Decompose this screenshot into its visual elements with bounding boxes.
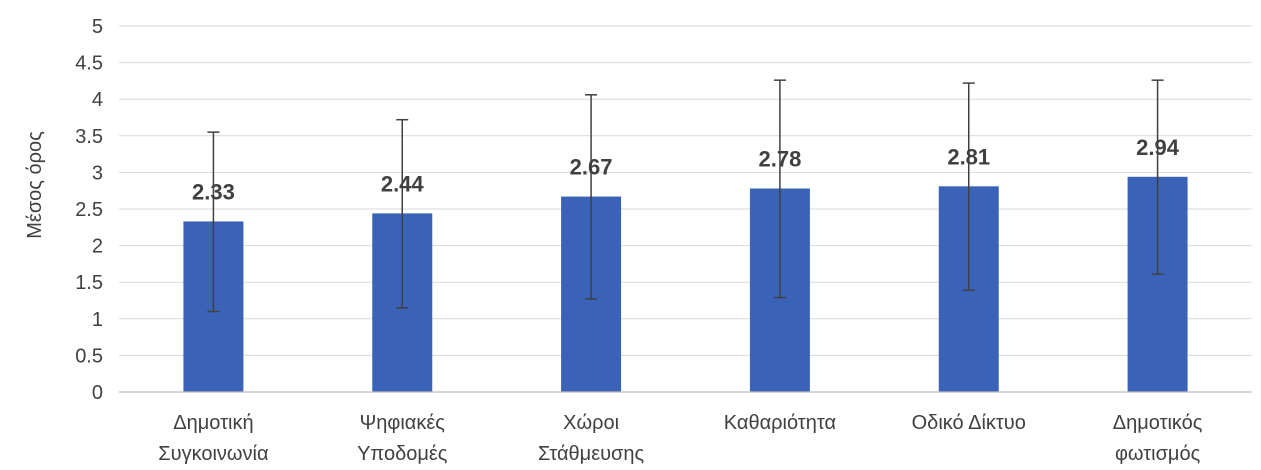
- y-tick-label: 3.5: [75, 126, 103, 148]
- y-tick-label: 2.5: [75, 199, 103, 221]
- x-tick-label: Δημοτικός φωτισμός: [1113, 412, 1203, 465]
- x-tick-label-line: φωτισμός: [1115, 443, 1201, 465]
- x-tick-label-line: Υποδομές: [357, 443, 448, 465]
- y-tick-label: 1.5: [75, 272, 103, 294]
- data-label: 2.78: [759, 147, 802, 172]
- x-tick-label-line: Οδικό Δίκτυο: [912, 412, 1026, 434]
- error-bars: [207, 79, 1164, 313]
- data-label: 2.81: [947, 144, 990, 169]
- y-tick-label: 3: [92, 162, 103, 184]
- x-tick-label-line: Ψηφιακές: [360, 412, 446, 434]
- x-tick-label: Ψηφιακές Υποδομές: [357, 412, 448, 465]
- data-label: 2.67: [570, 155, 613, 180]
- data-labels: 2.33 2.44 2.67 2.78 2.81 2.94: [192, 135, 1180, 205]
- y-tick-label: 4.5: [75, 53, 103, 75]
- x-tick-label-line: Δημοτικός: [1113, 412, 1203, 434]
- x-tick-label-line: Καθαριότητα: [724, 412, 836, 434]
- data-label: 2.44: [381, 171, 425, 196]
- gridlines: [119, 25, 1252, 356]
- axes: 0 0.5 1 1.5 2 2.5 3 3.5 4 4.5 5 Δημοτική Συγκοινωνία…: [75, 16, 1252, 465]
- x-tick-label: Οδικό Δίκτυο: [912, 412, 1026, 434]
- y-tick-label: 2: [92, 236, 103, 258]
- y-axis-title: Μέσος όρος: [24, 131, 46, 239]
- y-tick-label: 1: [92, 309, 103, 331]
- x-tick-label-line: Χώροι: [563, 412, 619, 434]
- x-tick-label-line: Στάθμευσης: [538, 443, 645, 465]
- x-tick-label: Δημοτική Συγκοινωνία: [158, 412, 268, 465]
- x-tick-label-line: Συγκοινωνία: [158, 443, 268, 465]
- x-tick-label-line: Δημοτική: [173, 412, 253, 434]
- data-label: 2.94: [1136, 135, 1180, 160]
- y-tick-label: 4: [92, 89, 103, 111]
- x-tick-label: Χώροι Στάθμευσης: [538, 412, 645, 465]
- y-tick-label: 0: [92, 382, 103, 404]
- y-tick-label: 0.5: [75, 345, 103, 367]
- y-tick-label: 5: [92, 16, 103, 38]
- x-tick-label: Καθαριότητα: [724, 412, 836, 434]
- data-label: 2.33: [192, 179, 235, 204]
